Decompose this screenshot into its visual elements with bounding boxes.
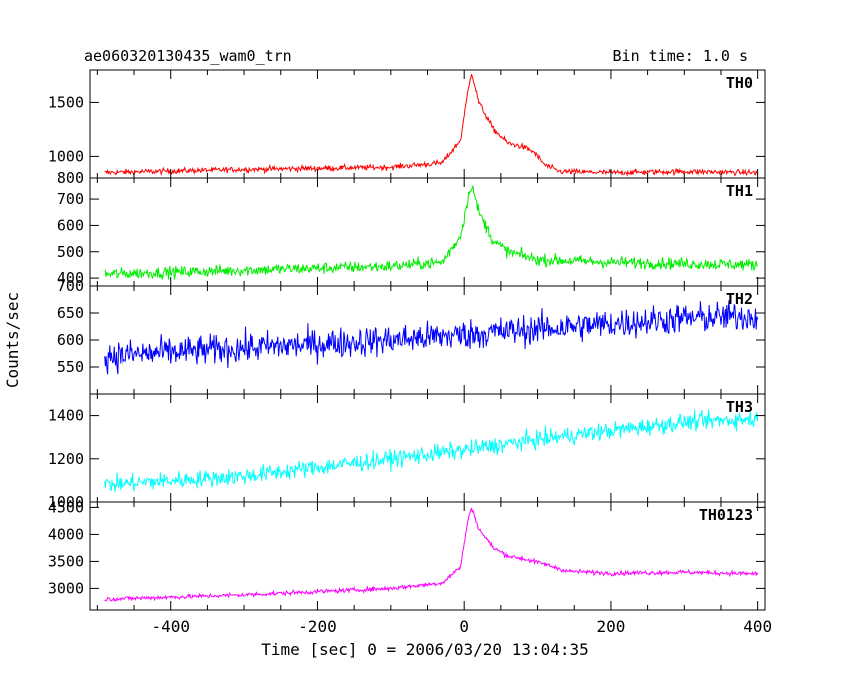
- bin-time-label: Bin time: 1.0 s: [613, 47, 748, 65]
- y-tick-label: 1400: [48, 407, 84, 425]
- y-tick-label: 1000: [48, 493, 84, 511]
- y-tick-label: 700: [57, 190, 84, 208]
- series-line-th3: [104, 409, 759, 492]
- y-axis-label: Counts/sec: [3, 292, 22, 388]
- panel-label-th0: TH0: [726, 74, 753, 92]
- y-tick-label: 550: [57, 358, 84, 376]
- y-tick-label: 600: [57, 331, 84, 349]
- x-tick-label: -200: [298, 617, 337, 636]
- plot-title: ae060320130435_wam0_trn: [84, 47, 292, 65]
- y-tick-label: 4000: [48, 525, 84, 543]
- panel-frame-th0: [89, 69, 766, 179]
- panel-label-th0123: TH0123: [699, 506, 753, 524]
- series-line-th0123: [104, 507, 759, 603]
- panel-frame-th1: [89, 177, 766, 287]
- panel-frame-th2: [89, 285, 766, 395]
- panel-frame-th0123: [89, 501, 766, 611]
- series-line-th1: [104, 185, 759, 280]
- y-tick-label: 1000: [48, 147, 84, 165]
- panel-label-th2: TH2: [726, 290, 753, 308]
- y-tick-label: 400: [57, 269, 84, 287]
- x-tick-label: 400: [743, 617, 772, 636]
- x-tick-label: 0: [459, 617, 469, 636]
- y-tick-label: 600: [57, 216, 84, 234]
- panels-group: 800 1000 1500 TH0 400 500 600 700 TH1 550 600 650 70…: [48, 69, 772, 636]
- y-tick-label: 3500: [48, 552, 84, 570]
- y-tick-label: 500: [57, 243, 84, 261]
- y-tick-label: 650: [57, 304, 84, 322]
- x-axis-label: Time [sec] 0 = 2006/03/20 13:04:35: [261, 640, 589, 659]
- y-tick-label: 1200: [48, 450, 84, 468]
- y-tick-label: 1500: [48, 93, 84, 111]
- y-tick-label: 700: [57, 277, 84, 295]
- panel-label-th3: TH3: [726, 398, 753, 416]
- y-tick-label: 4500: [48, 498, 84, 516]
- panel-frame-th3: [89, 393, 766, 503]
- panel-label-th1: TH1: [726, 182, 753, 200]
- series-line-th0: [104, 74, 758, 177]
- y-tick-label: 3000: [48, 579, 84, 597]
- y-tick-label: 800: [57, 169, 84, 187]
- x-tick-label: -400: [151, 617, 190, 636]
- x-tick-label: 200: [596, 617, 625, 636]
- series-line-th2: [104, 300, 759, 375]
